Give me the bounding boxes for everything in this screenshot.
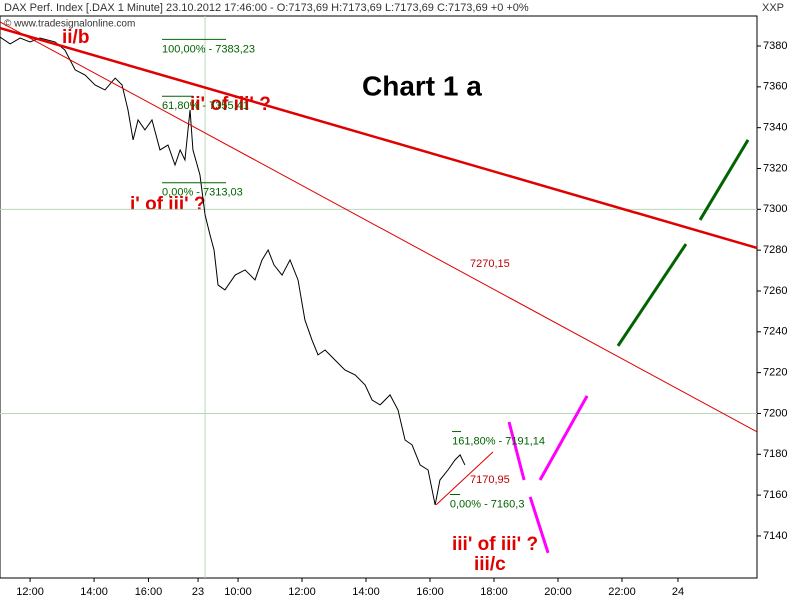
line-label: 7170,95 <box>470 474 510 486</box>
y-tick-label: 7340 <box>763 122 787 134</box>
y-tick-label: 7180 <box>763 448 787 460</box>
wave-label: ii/b <box>62 27 89 48</box>
y-tick-label: 7220 <box>763 367 787 379</box>
fib-label: 100,00% - 7383,23 <box>162 43 255 55</box>
heading: Chart 1 a <box>362 70 482 101</box>
trend-line <box>435 451 494 506</box>
trend-line <box>528 496 550 554</box>
y-tick-label: 7240 <box>763 326 787 338</box>
y-tick-label: 7140 <box>763 530 787 542</box>
x-tick-label: 14:00 <box>352 586 380 598</box>
x-tick-label: 12:00 <box>16 586 44 598</box>
y-tick-label: 7320 <box>763 162 787 174</box>
fib-label: 0,00% - 7160,3 <box>450 498 525 510</box>
y-tick-label: 7300 <box>763 203 787 215</box>
wave-label: iii' of iii' ? <box>452 534 538 555</box>
y-tick-label: 7200 <box>763 407 787 419</box>
trend-line <box>0 21 758 433</box>
axis-label: XXP <box>762 2 784 14</box>
trend-line <box>616 243 688 347</box>
y-tick-label: 7260 <box>763 285 787 297</box>
fib-label: 61,80% - 7355,41 <box>162 100 249 112</box>
y-tick-label: 7160 <box>763 489 787 501</box>
chart-title: DAX Perf. Index [.DAX 1 Minute] 23.10.20… <box>4 2 529 14</box>
x-tick-label: 16:00 <box>416 586 444 598</box>
fib-label: 0,00% - 7313,03 <box>162 187 243 199</box>
y-tick-label: 7280 <box>763 244 787 256</box>
trend-line <box>698 139 750 221</box>
x-tick-label: 22:00 <box>608 586 636 598</box>
trend-line <box>0 26 758 250</box>
price-line <box>0 36 466 506</box>
x-tick-label: 12:00 <box>288 586 316 598</box>
y-tick-label: 7380 <box>763 40 787 52</box>
x-tick-label: 16:00 <box>135 586 163 598</box>
wave-label: iii/c <box>474 554 506 575</box>
x-tick-label: 24 <box>672 586 684 598</box>
y-tick-label: 7360 <box>763 81 787 93</box>
line-label: 7270,15 <box>470 258 510 270</box>
x-tick-label: 20:00 <box>544 586 572 598</box>
trend-line <box>538 395 589 481</box>
plot-area <box>0 15 758 579</box>
x-tick-label: 10:00 <box>224 586 252 598</box>
fib-label: 161,80% - 7191,14 <box>452 435 545 447</box>
wave-label: ii' of iii' ? <box>190 94 271 115</box>
x-tick-label: 18:00 <box>480 586 508 598</box>
x-tick-label: 23 <box>192 586 204 598</box>
trend-line <box>507 421 526 481</box>
source: © www.tradesignalonline.com <box>4 19 135 30</box>
x-tick-label: 14:00 <box>80 586 108 598</box>
